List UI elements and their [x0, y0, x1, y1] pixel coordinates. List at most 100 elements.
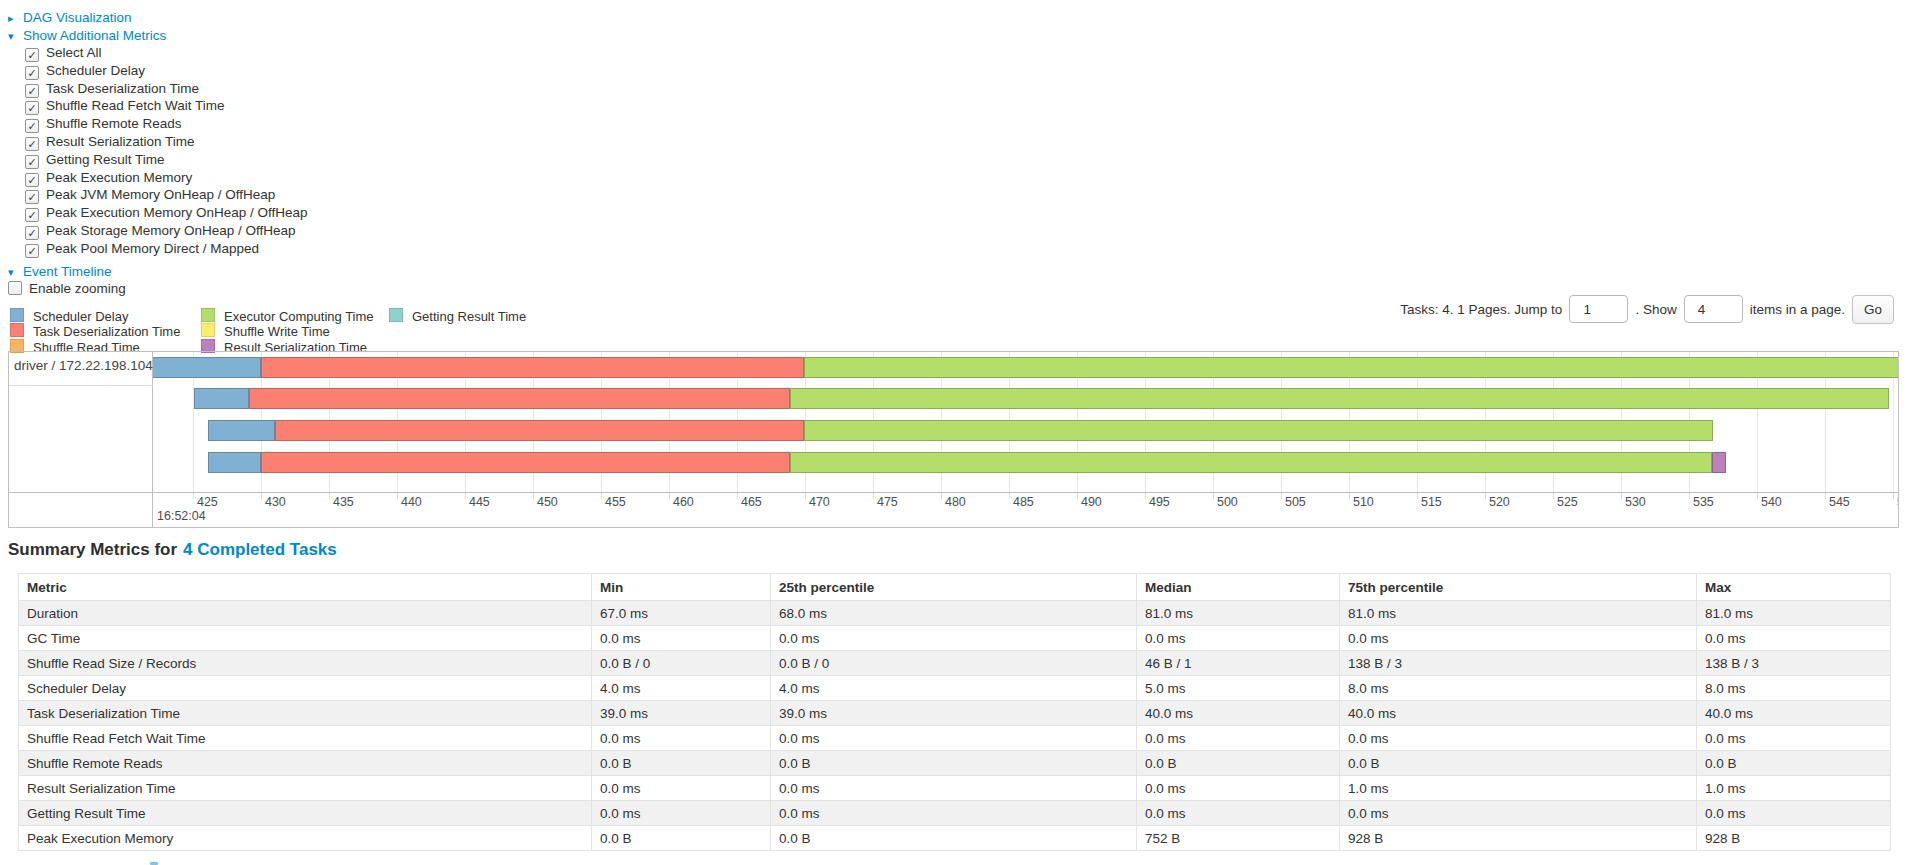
table-cell: Getting Result Time — [19, 801, 592, 826]
table-cell: 1.0 ms — [1340, 776, 1697, 801]
table-cell: 0.0 ms — [1137, 726, 1340, 751]
table-cell: 0.0 B — [771, 751, 1137, 776]
enable-zooming-row[interactable]: Enable zooming — [8, 281, 126, 299]
executor-group-label: driver / 172.22.198.104 — [14, 358, 153, 373]
metric-checkbox[interactable] — [25, 101, 39, 115]
completed-tasks-link[interactable]: 4 Completed Tasks — [183, 540, 337, 559]
items-per-page-input[interactable] — [1684, 295, 1743, 323]
table-cell: 81.0 ms — [1137, 601, 1340, 626]
collapsed-arrow-icon: ▸ — [8, 12, 18, 25]
axis-tick-label: 425 — [197, 495, 218, 509]
scheduler-delay-swatch-icon — [10, 308, 24, 322]
table-cell: 138 B / 3 — [1340, 651, 1697, 676]
table-header-row: MetricMin25th percentileMedian75th perce… — [19, 574, 1891, 601]
go-button[interactable]: Go — [1852, 295, 1894, 324]
column-header: Max — [1697, 574, 1891, 601]
jump-to-page-input[interactable] — [1569, 295, 1628, 323]
table-cell: 68.0 ms — [771, 601, 1137, 626]
metric-checkbox[interactable] — [25, 155, 39, 169]
metric-checkbox[interactable] — [25, 119, 39, 133]
table-cell: 0.0 ms — [1697, 801, 1891, 826]
metric-checkbox-row[interactable]: Peak JVM Memory OnHeap / OffHeap — [25, 188, 275, 206]
metric-checkbox-row[interactable]: Shuffle Read Fetch Wait Time — [25, 99, 225, 117]
metric-checkbox-row[interactable]: Peak Storage Memory OnHeap / OffHeap — [25, 224, 296, 242]
metric-checkbox-row[interactable]: Peak Execution Memory — [25, 171, 192, 189]
axis-tick-label: 460 — [673, 495, 694, 509]
table-row: Shuffle Read Fetch Wait Time0.0 ms0.0 ms… — [19, 726, 1891, 751]
table-cell: 0.0 ms — [1340, 801, 1697, 826]
metric-checkbox-label: Result Serialization Time — [46, 134, 195, 149]
column-header: Metric — [19, 574, 592, 601]
table-cell: 0.0 ms — [1340, 726, 1697, 751]
axis-tick-label: 490 — [1081, 495, 1102, 509]
metric-checkbox-row[interactable]: Shuffle Remote Reads — [25, 117, 182, 135]
executor-label-column: driver / 172.22.198.104 — [9, 352, 153, 527]
show-additional-metrics-link[interactable]: Show Additional Metrics — [23, 28, 166, 43]
tick-mark — [1757, 492, 1758, 499]
axis-tick-label: 455 — [605, 495, 626, 509]
table-cell: 81.0 ms — [1697, 601, 1891, 626]
metric-checkbox-row[interactable]: Peak Execution Memory OnHeap / OffHeap — [25, 206, 308, 224]
dag-visualization-link[interactable]: DAG Visualization — [23, 10, 132, 25]
summary-title-prefix: Summary Metrics for — [8, 540, 177, 559]
metric-checkbox[interactable] — [25, 226, 39, 240]
metric-checkbox[interactable] — [25, 66, 39, 80]
show-additional-metrics-toggle[interactable]: ▾Show Additional Metrics — [8, 28, 166, 43]
table-cell: 0.0 ms — [1137, 776, 1340, 801]
timeline-axis: 4254304354404454504554604654704754804854… — [153, 492, 1898, 527]
axis-tick-label: 485 — [1013, 495, 1034, 509]
tick-mark — [1281, 492, 1282, 499]
metric-checkbox-row[interactable]: Result Serialization Time — [25, 135, 195, 153]
metric-checkbox[interactable] — [25, 84, 39, 98]
tick-mark — [1689, 492, 1690, 499]
table-row: Result Serialization Time0.0 ms0.0 ms0.0… — [19, 776, 1891, 801]
metric-checkbox[interactable] — [25, 48, 39, 62]
task-bar-segment-executor-computing — [804, 420, 1714, 441]
event-timeline-toggle[interactable]: ▾Event Timeline — [8, 264, 112, 279]
tick-mark — [873, 492, 874, 499]
table-cell: Result Serialization Time — [19, 776, 592, 801]
executor-computing-swatch-icon — [201, 308, 215, 322]
table-cell: 0.0 ms — [592, 626, 771, 651]
axis-tick-label: 540 — [1761, 495, 1782, 509]
legend-label: Task Deserialization Time — [33, 324, 180, 339]
metric-checkbox[interactable] — [25, 190, 39, 204]
table-cell: 0.0 B — [771, 826, 1137, 851]
metric-checkbox-row[interactable]: Getting Result Time — [25, 153, 165, 171]
table-cell: 67.0 ms — [592, 601, 771, 626]
metric-checkbox-row[interactable]: Scheduler Delay — [25, 64, 145, 82]
pagination-prefix-label: Tasks: 4. 1 Pages. Jump to — [1400, 302, 1562, 317]
table-cell: Shuffle Read Size / Records — [19, 651, 592, 676]
metric-checkbox[interactable] — [25, 244, 39, 258]
timeline-plot — [153, 352, 1898, 492]
table-cell: 0.0 B — [592, 826, 771, 851]
metric-checkbox-row[interactable]: Peak Pool Memory Direct / Mapped — [25, 242, 259, 260]
table-cell: 0.0 ms — [771, 726, 1137, 751]
metric-checkbox-label: Shuffle Remote Reads — [46, 116, 182, 131]
axis-tick-label: 505 — [1285, 495, 1306, 509]
tick-mark — [329, 492, 330, 499]
metric-checkbox[interactable] — [25, 173, 39, 187]
task-bar-segment-executor-computing — [804, 357, 1898, 378]
table-cell: 0.0 ms — [771, 776, 1137, 801]
event-timeline-link[interactable]: Event Timeline — [23, 264, 112, 279]
table-cell: 0.0 ms — [1137, 801, 1340, 826]
table-row: Getting Result Time0.0 ms0.0 ms0.0 ms0.0… — [19, 801, 1891, 826]
legend-label: Scheduler Delay — [33, 309, 128, 324]
metric-checkbox-row[interactable]: Select All — [25, 46, 102, 64]
tick-mark — [261, 492, 262, 499]
metric-checkbox-row[interactable]: Task Deserialization Time — [25, 82, 199, 100]
tick-mark — [1553, 492, 1554, 499]
task-deserialization-swatch-icon — [10, 323, 24, 337]
metric-checkbox[interactable] — [25, 208, 39, 222]
table-row: Peak Execution Memory0.0 B0.0 B752 B928 … — [19, 826, 1891, 851]
dag-visualization-toggle[interactable]: ▸ DAG Visualization — [8, 10, 132, 25]
metric-checkbox-label: Select All — [46, 45, 102, 60]
metric-checkbox[interactable] — [25, 137, 39, 151]
enable-zooming-checkbox[interactable] — [8, 281, 22, 295]
label-underline — [9, 385, 153, 386]
table-cell: 81.0 ms — [1340, 601, 1697, 626]
tick-mark — [601, 492, 602, 499]
table-row: Task Deserialization Time39.0 ms39.0 ms4… — [19, 701, 1891, 726]
table-cell: 138 B / 3 — [1697, 651, 1891, 676]
